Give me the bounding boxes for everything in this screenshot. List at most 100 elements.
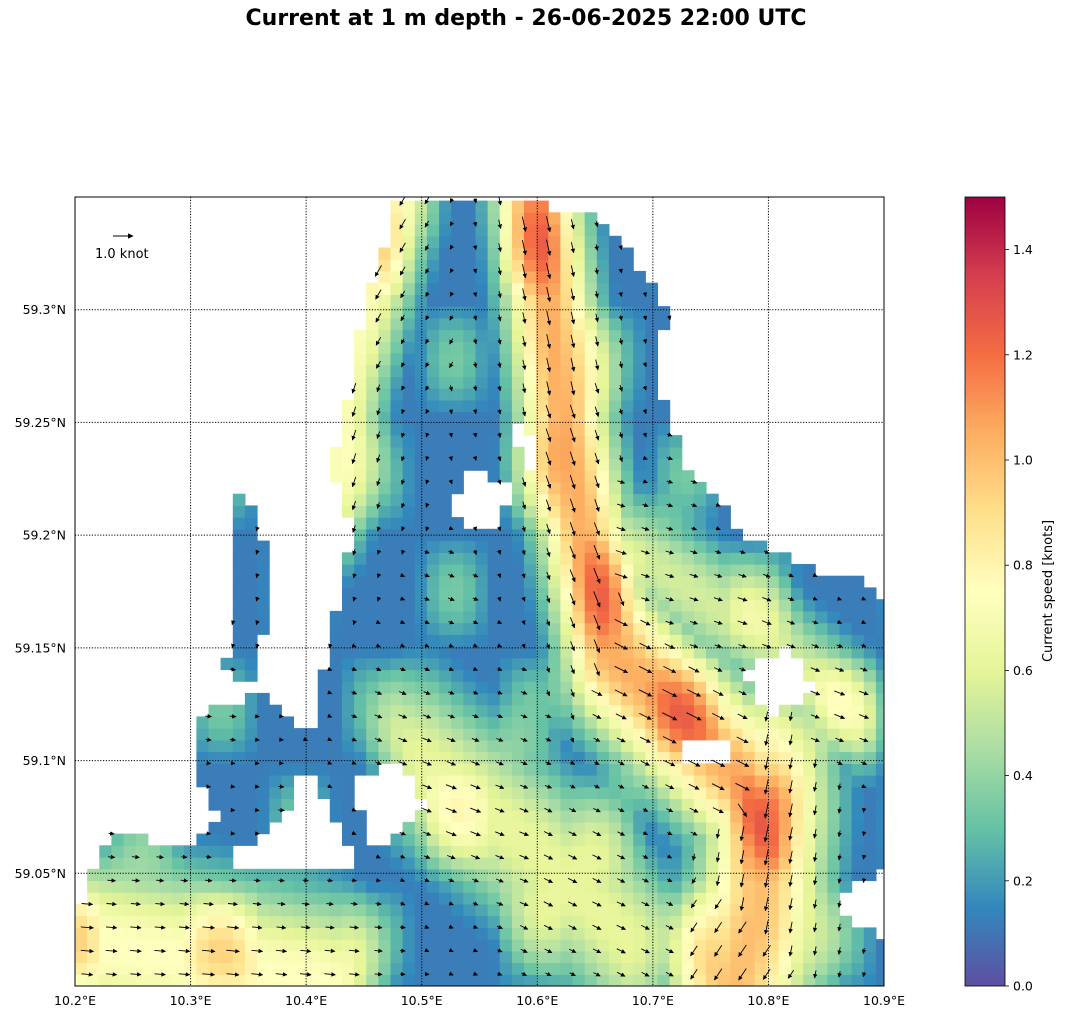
speed-cell	[87, 927, 100, 940]
speed-cell	[220, 704, 234, 717]
current-arrow	[497, 479, 502, 485]
speed-cell	[766, 821, 780, 835]
speed-cell	[839, 950, 853, 964]
speed-cell	[633, 552, 646, 565]
speed-cell	[706, 833, 719, 846]
speed-cell	[730, 669, 743, 682]
speed-cell	[633, 270, 646, 284]
speed-cell	[257, 775, 270, 788]
current-arrow	[325, 925, 335, 930]
speed-cell	[451, 622, 464, 635]
current-arrow	[788, 734, 793, 746]
speed-cell	[305, 962, 319, 975]
speed-cell	[208, 927, 222, 940]
speed-cell	[244, 880, 258, 893]
speed-cell	[815, 669, 828, 682]
speed-cell	[499, 552, 513, 565]
speed-cell	[451, 728, 464, 741]
speed-cell	[633, 716, 646, 729]
current-arrow	[640, 573, 651, 578]
current-arrow	[448, 573, 455, 578]
speed-cell	[390, 481, 404, 495]
speed-cell	[572, 716, 586, 729]
speed-cell	[742, 903, 756, 917]
speed-cell	[426, 399, 440, 413]
speed-cell	[99, 845, 112, 858]
current-arrow	[446, 831, 457, 837]
current-arrow	[255, 620, 260, 626]
speed-cell	[390, 903, 404, 917]
speed-cell	[475, 446, 489, 460]
speed-cell	[439, 634, 452, 647]
speed-cell	[621, 341, 634, 354]
speed-cell	[742, 763, 756, 776]
speed-cell	[426, 716, 440, 729]
speed-cell	[293, 939, 307, 952]
speed-cell	[378, 353, 392, 366]
speed-cell	[657, 317, 671, 331]
speed-cell	[572, 974, 586, 986]
speed-cell	[803, 962, 816, 975]
speed-cell	[572, 845, 586, 858]
speed-cell	[633, 798, 646, 811]
speed-cell	[851, 857, 865, 870]
current-arrow	[324, 948, 336, 954]
speed-cell	[851, 575, 865, 588]
speed-cell	[596, 329, 610, 342]
speed-cell	[487, 892, 501, 905]
speed-cell	[511, 294, 525, 307]
current-arrow	[252, 925, 263, 930]
current-arrow	[374, 971, 383, 977]
current-arrow	[569, 784, 576, 789]
current-arrow	[614, 573, 628, 579]
speed-cell	[584, 294, 598, 307]
current-arrow	[424, 549, 430, 554]
current-arrow	[737, 620, 748, 626]
current-arrow	[275, 948, 288, 954]
speed-cell	[414, 692, 428, 706]
speed-cell	[657, 517, 671, 530]
speed-cell	[742, 939, 756, 952]
speed-cell	[633, 892, 646, 905]
speed-cell	[439, 353, 452, 366]
speed-cell	[621, 798, 634, 811]
current-arrow	[812, 805, 818, 816]
speed-cell	[596, 775, 610, 788]
speed-cell	[451, 716, 464, 729]
speed-cell	[439, 915, 452, 928]
speed-cell	[875, 821, 884, 835]
speed-cell	[524, 669, 537, 682]
current-arrow	[861, 971, 867, 978]
speed-cell	[718, 716, 731, 729]
speed-cell	[135, 880, 149, 893]
speed-cell	[730, 798, 743, 811]
current-arrow	[400, 479, 406, 485]
current-arrow	[617, 807, 625, 813]
speed-cell	[657, 610, 671, 624]
speed-cell	[426, 423, 440, 436]
speed-cell	[548, 974, 561, 986]
speed-cell	[608, 411, 622, 424]
speed-cell	[426, 224, 440, 237]
speed-cell	[851, 657, 865, 671]
speed-cell	[681, 798, 695, 811]
speed-cell	[730, 599, 743, 612]
speed-cell	[451, 388, 464, 401]
current-arrow	[303, 737, 309, 742]
speed-cell	[402, 364, 416, 377]
speed-cell	[766, 927, 780, 940]
speed-cell	[584, 505, 598, 518]
speed-cell	[742, 927, 756, 940]
speed-cell	[875, 962, 884, 975]
speed-cell	[475, 552, 489, 565]
speed-cell	[426, 845, 440, 858]
latitude-tick-label: 59.15°N	[15, 640, 66, 655]
speed-cell	[414, 950, 428, 964]
speed-cell	[511, 235, 525, 249]
speed-cell	[439, 868, 452, 882]
current-arrow	[425, 338, 430, 344]
speed-cell	[208, 798, 222, 811]
speed-cell	[414, 657, 428, 671]
speed-cell	[548, 892, 561, 905]
speed-cell	[706, 599, 719, 612]
